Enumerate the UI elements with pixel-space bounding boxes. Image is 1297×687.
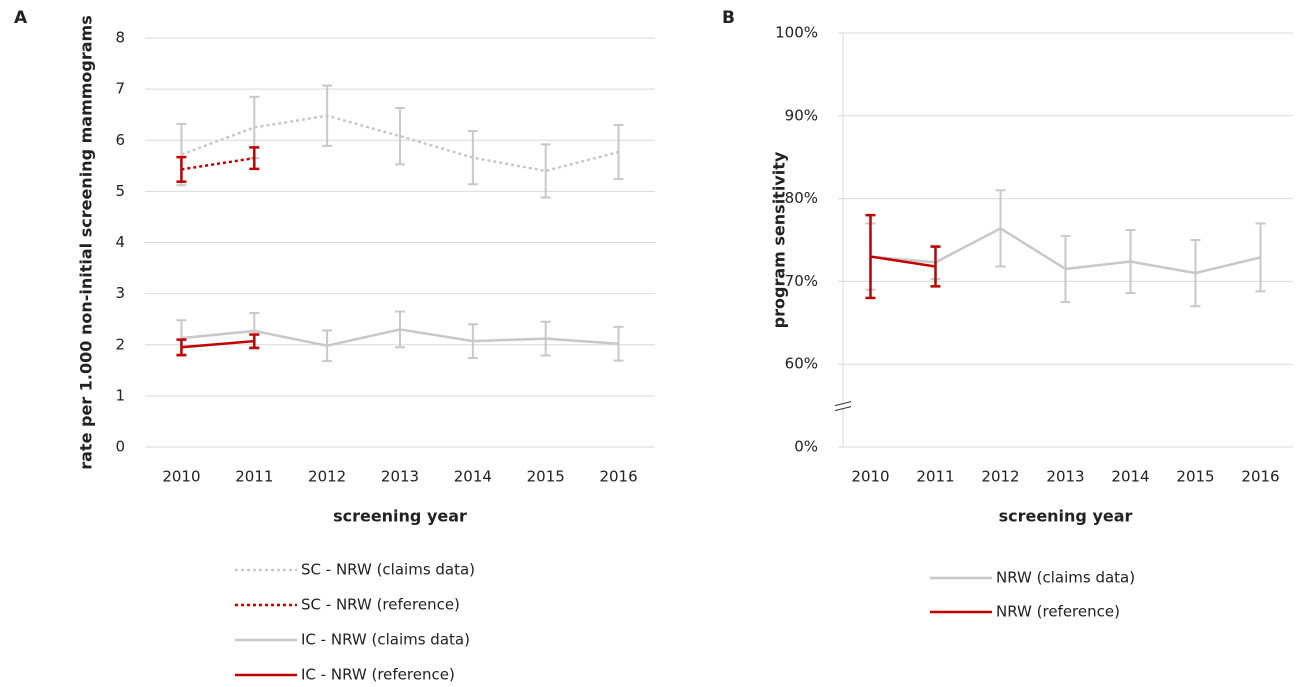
error-bar bbox=[540, 320, 551, 357]
error-bar bbox=[322, 84, 333, 147]
error-bar bbox=[249, 146, 260, 171]
x-axis-title: screening year bbox=[333, 507, 467, 526]
series-line bbox=[181, 156, 255, 171]
error-bar bbox=[1060, 234, 1071, 304]
legend-label: NRW (claims data) bbox=[996, 569, 1135, 587]
legend-label: SC - NRW (reference) bbox=[301, 596, 460, 614]
axis-break-mark bbox=[834, 401, 852, 407]
y-tick-label: 3 bbox=[115, 284, 125, 302]
error-bar bbox=[395, 310, 405, 349]
error-bar bbox=[467, 323, 478, 360]
axis-break-mark bbox=[834, 406, 852, 412]
y-tick-label: 1 bbox=[115, 386, 125, 404]
error-bar bbox=[467, 130, 478, 186]
legend-label: NRW (reference) bbox=[996, 603, 1120, 621]
x-tick-label: 2012 bbox=[981, 468, 1019, 486]
x-axis-title: screening year bbox=[999, 507, 1133, 526]
x-tick-label: 2011 bbox=[916, 468, 954, 486]
panel-label: B bbox=[722, 8, 735, 28]
y-tick-label: 4 bbox=[115, 233, 125, 251]
y-tick-label: 8 bbox=[115, 29, 125, 47]
legend-label: IC - NRW (reference) bbox=[301, 666, 455, 684]
y-tick-label: 70% bbox=[785, 272, 818, 290]
y-tick-label: 60% bbox=[785, 355, 818, 373]
x-tick-label: 2016 bbox=[1241, 468, 1279, 486]
y-tick-label: 5 bbox=[115, 182, 125, 200]
error-bar bbox=[540, 143, 551, 199]
error-bar bbox=[176, 155, 187, 183]
y-tick-label: 80% bbox=[785, 189, 818, 207]
y-axis-title: rate per 1.000 non-initial screening mam… bbox=[77, 15, 96, 470]
series-line bbox=[870, 255, 936, 268]
error-bar bbox=[176, 338, 187, 357]
panel-label: A bbox=[14, 8, 28, 28]
error-bar bbox=[930, 245, 941, 288]
x-tick-label: 2015 bbox=[527, 468, 565, 486]
error-bar bbox=[322, 329, 333, 363]
error-bar bbox=[613, 325, 624, 362]
x-tick-label: 2014 bbox=[1111, 468, 1149, 486]
error-bar bbox=[1190, 239, 1201, 308]
y-tick-label: 90% bbox=[785, 106, 818, 124]
axis-break-gap bbox=[835, 402, 851, 409]
x-tick-label: 2016 bbox=[599, 468, 637, 486]
x-tick-label: 2014 bbox=[454, 468, 492, 486]
x-tick-label: 2013 bbox=[381, 468, 419, 486]
error-bar bbox=[1255, 222, 1266, 293]
legend-label: IC - NRW (claims data) bbox=[301, 631, 470, 649]
y-tick-label: 6 bbox=[115, 131, 125, 149]
x-tick-label: 2012 bbox=[308, 468, 346, 486]
legend-label: SC - NRW (claims data) bbox=[301, 561, 475, 579]
y-tick-label: 0% bbox=[794, 438, 818, 456]
error-bar bbox=[395, 107, 405, 166]
x-tick-label: 2015 bbox=[1176, 468, 1214, 486]
x-tick-label: 2013 bbox=[1046, 468, 1084, 486]
x-tick-label: 2010 bbox=[162, 468, 200, 486]
y-tick-label: 2 bbox=[115, 335, 125, 353]
y-tick-label: 100% bbox=[775, 24, 818, 42]
error-bar bbox=[995, 189, 1006, 268]
error-bar bbox=[865, 213, 876, 300]
error-bar bbox=[1125, 229, 1136, 294]
x-tick-label: 2011 bbox=[235, 468, 273, 486]
y-axis-title: program sensitivity bbox=[770, 151, 789, 328]
x-tick-label: 2010 bbox=[851, 468, 889, 486]
error-bar bbox=[249, 333, 260, 350]
series-line bbox=[181, 339, 255, 349]
y-tick-label: 7 bbox=[115, 80, 125, 98]
y-tick-label: 0 bbox=[115, 438, 125, 456]
error-bar bbox=[613, 123, 624, 181]
